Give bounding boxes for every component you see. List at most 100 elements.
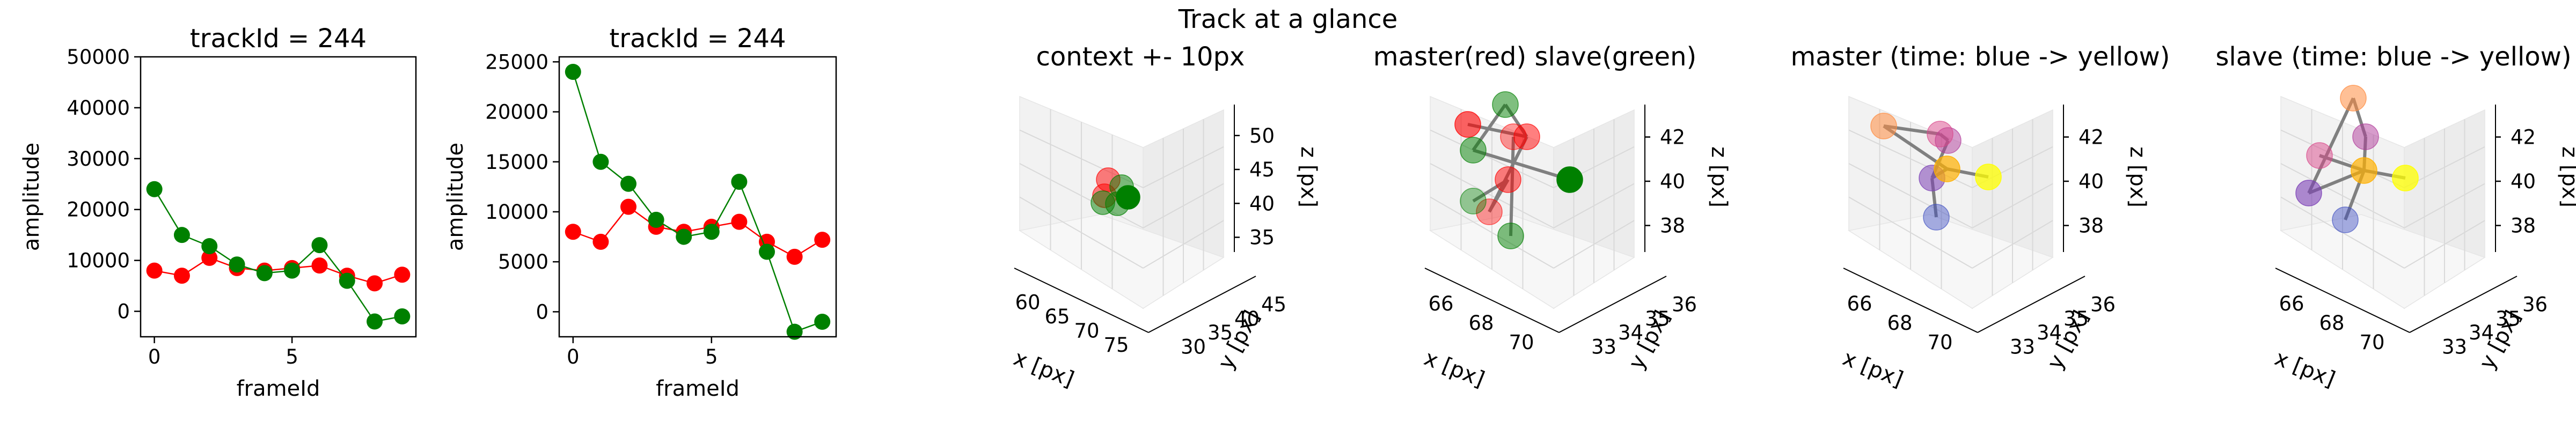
x-tick-label: 5 [286,345,298,368]
data-point [620,198,636,215]
y-tick-label: 33 [2010,335,2035,358]
y-tick-label: 40 [1234,307,1260,330]
data-point [1495,166,1521,193]
data-point [814,314,831,330]
x-tick-label: 65 [1044,305,1070,328]
3d-scatter-4: slave (time: blue -> yellow) 66 68 70 x [px]… [2215,42,2576,392]
data-point [1934,156,1960,182]
x-axis-label: frameId [656,376,740,401]
x-tick-label: 5 [705,345,718,368]
3d-scatter-2: master(red) slave(green) 66 68 70 x [px] 3334… [1373,42,1731,392]
data-point [565,224,581,240]
x-axis-line [1014,268,1149,333]
x-axis-line [1843,268,1978,333]
y-tick-label: 35 [2496,307,2521,330]
x-tick-label: 66 [1428,292,1453,315]
data-point [1500,123,1527,150]
3d-scatter-3: master (time: blue -> yellow) 66 68 70 x [px… [1791,42,2170,392]
trajectory-segment [2307,97,2355,194]
grid-line [1143,183,1224,228]
data-point [648,211,664,228]
y-tick-label: 30000 [67,147,130,171]
x-axis-label: frameId [237,376,320,401]
data-point [565,63,581,80]
data-point [2392,165,2419,191]
data-point [201,238,218,255]
grid-line [1430,196,1554,269]
y-tick-label: 36 [1672,293,1697,316]
data-point [2295,180,2322,206]
chart-title: master (time: blue -> yellow) [1791,42,2170,72]
z-tick-label: 42 [2079,126,2104,149]
grid-line [1430,163,1554,228]
data-point [367,275,383,292]
y-tick-label: 34 [1618,321,1643,344]
data-point [1975,164,2002,190]
data-point [1513,123,1540,150]
y-tick-label: 35 [1645,307,1670,330]
x-tick-label: 66 [2279,292,2304,315]
z-axis-label: z [px] [2557,146,2576,208]
series-line-1 [573,205,823,258]
x-tick-label: 0 [148,345,161,368]
grid-line [1848,196,1973,269]
x-tick-label: 68 [1468,312,1494,335]
data-point [311,237,328,254]
data-point [2352,123,2379,150]
y-tick-label: 30 [1181,335,1206,358]
grid-line [1972,220,2053,269]
z-tick-label: 38 [2511,214,2536,238]
y-tick-label: 5000 [498,250,548,273]
data-point [2340,85,2367,112]
y-tick-label: 36 [2090,293,2116,316]
grid-line [1553,183,1635,228]
data-point [367,313,383,330]
plot-area-frame [558,56,837,338]
grid-line [2404,183,2485,228]
data-point [1492,91,1519,118]
grid-line [1848,163,1973,228]
series-line-1 [154,257,402,284]
data-point [394,308,411,325]
z-tick-label: 38 [2079,214,2104,238]
data-point [173,268,190,284]
data-point [592,233,609,250]
z-tick-label: 42 [2511,126,2536,149]
z-tick-label: 40 [2511,170,2536,193]
grid-line [1972,183,2053,228]
y-tick-label: 15000 [485,151,548,174]
x-tick-label: 70 [1927,331,1952,354]
y-tick-label: 45 [1261,293,1286,316]
x-tick-label: 70 [1074,319,1099,342]
y-tick-label: 50000 [67,46,130,69]
z-tick-label: 45 [1249,158,1275,181]
z-tick-label: 35 [1249,226,1275,249]
pane-floor [2280,214,2486,309]
data-point [1556,166,1583,193]
pane-floor [1429,214,1635,309]
grid-line [2404,220,2485,269]
data-point [1476,198,1503,225]
x-tick-label: 66 [1847,292,1872,315]
grid-line [2280,163,2405,228]
data-point [731,213,748,230]
series-line-2 [153,189,402,322]
x-tick-label: 0 [567,345,580,368]
x-axis-label: x [px] [2271,346,2338,392]
y-tick-label: 33 [1591,335,1616,358]
figure-suptitle: Track at a glance [1178,4,1398,34]
y-tick-label: 10000 [67,249,130,272]
z-axis-label: z [px] [2125,146,2150,208]
data-point [1116,185,1140,210]
data-point [786,323,803,340]
data-point [1460,137,1487,164]
data-point [2351,157,2377,184]
x-tick-label: 60 [1015,291,1040,314]
x-axis-line [2275,268,2410,333]
grid-line [1553,220,1635,269]
data-point [703,224,720,240]
z-tick-label: 50 [1249,124,1275,147]
y-axis-line [1558,276,1667,333]
x-axis-line [1424,268,1560,333]
